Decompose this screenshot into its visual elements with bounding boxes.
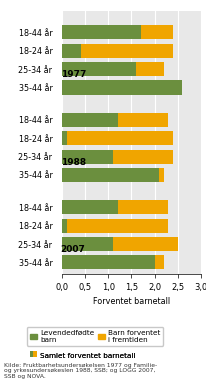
Bar — [62, 150, 112, 164]
Bar — [62, 113, 117, 127]
Bar — [80, 44, 172, 58]
Bar — [62, 25, 140, 40]
Bar — [62, 255, 154, 269]
Bar — [154, 255, 163, 269]
Text: Kilde: Fruktbarhetsundersøkelsen 1977 og Familie-
og yrkesundersøkeslen 1988, SS: Kilde: Fruktbarhetsundersøkelsen 1977 og… — [4, 363, 157, 379]
Bar — [140, 25, 172, 40]
Bar — [117, 113, 168, 127]
Bar — [62, 81, 181, 95]
Bar — [62, 200, 117, 214]
Bar — [62, 168, 158, 182]
Bar — [62, 131, 66, 145]
X-axis label: Forventet barnetall: Forventet barnetall — [92, 297, 169, 306]
Bar — [112, 150, 172, 164]
Text: 2007: 2007 — [60, 245, 85, 254]
Bar — [112, 237, 177, 251]
Legend: Samlet forventet barnetall: Samlet forventet barnetall — [27, 349, 137, 361]
Bar — [135, 62, 163, 76]
Bar — [66, 131, 172, 145]
Bar — [66, 218, 168, 233]
Bar — [62, 44, 80, 58]
Bar — [158, 168, 163, 182]
Text: 1977: 1977 — [60, 70, 86, 79]
Bar — [62, 62, 135, 76]
Bar — [62, 237, 112, 251]
Bar — [117, 200, 168, 214]
Bar — [62, 218, 66, 233]
Text: 1988: 1988 — [60, 158, 85, 167]
